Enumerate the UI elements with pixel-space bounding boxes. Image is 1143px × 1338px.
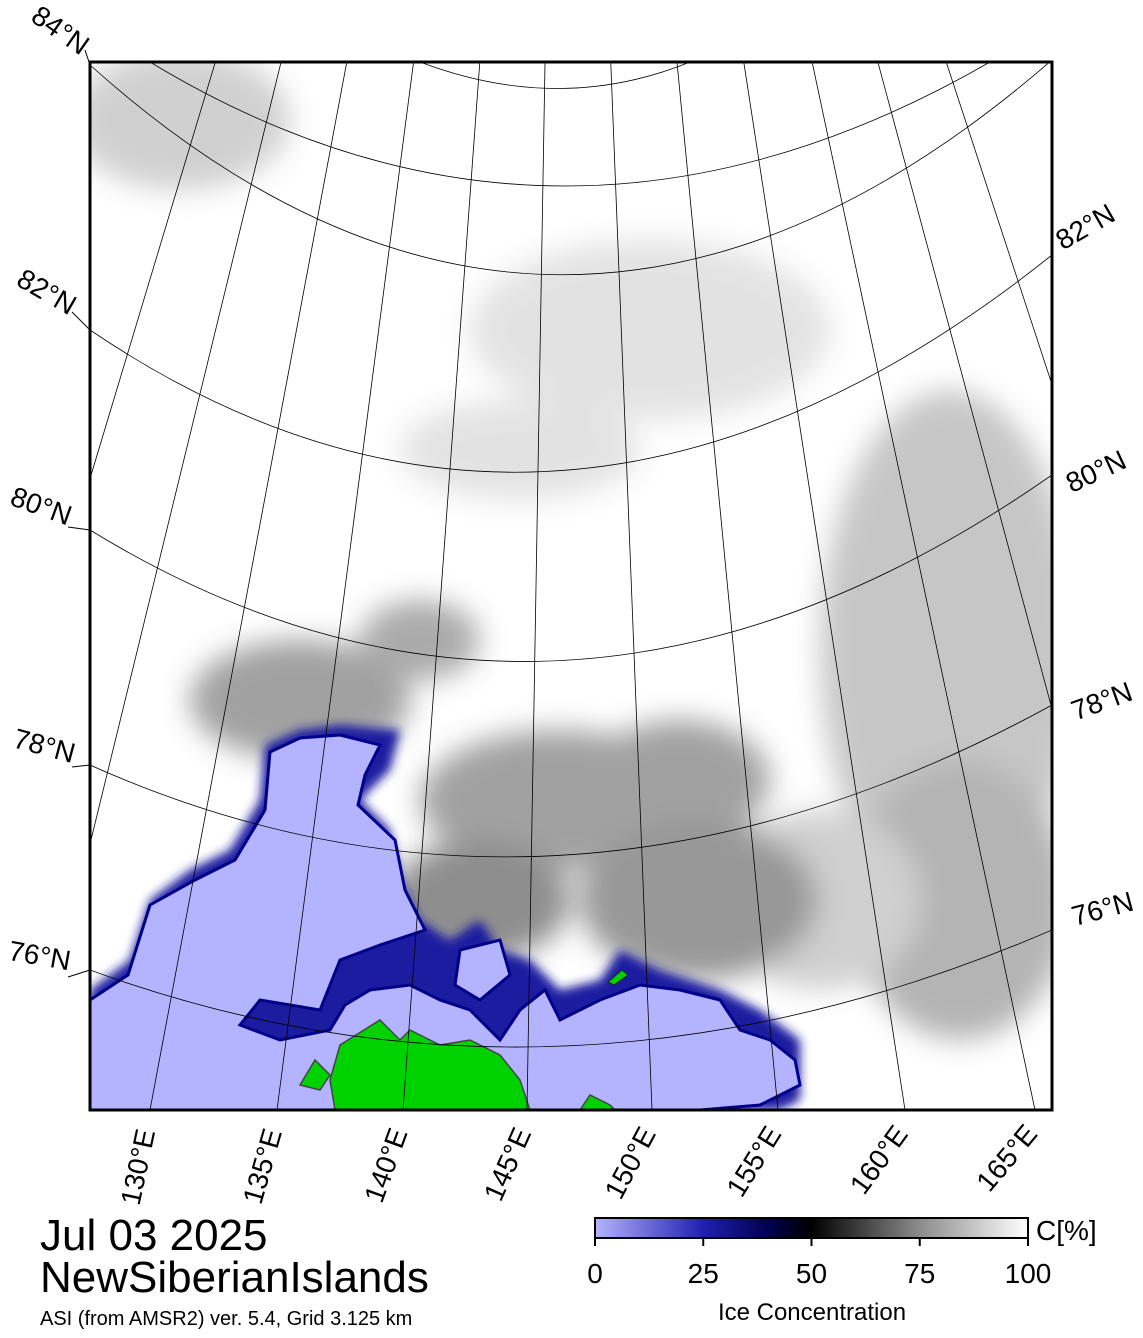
latitude-tick: [67, 969, 91, 978]
colorbar-tick-label: 0: [587, 1258, 603, 1289]
open-water: [90, 733, 802, 1110]
longitude-label: 140°E: [358, 1124, 413, 1207]
land: [579, 1094, 617, 1110]
latitude-label: 80°N: [1061, 444, 1131, 499]
colorbar-label: Ice Concentration: [718, 1299, 906, 1326]
date: Jul 03 2025: [40, 1211, 268, 1260]
latitude-label: 78°N: [10, 723, 78, 769]
latitude-tick: [67, 526, 91, 531]
meridian: [90, 62, 282, 846]
parallel: [90, 474, 1052, 662]
latitude-tick: [84, 49, 91, 66]
ice-texture: [90, 62, 1052, 1040]
meridian: [743, 62, 906, 1110]
longitude-label: 160°E: [844, 1120, 914, 1200]
meridian: [526, 62, 546, 1110]
parallel: [90, 62, 1051, 276]
land: [607, 969, 629, 986]
latitude-label: 78°N: [1067, 676, 1136, 727]
colorbar-tick-label: 100: [1005, 1258, 1052, 1289]
latitude-label: 76°N: [1068, 886, 1136, 932]
longitude-label: 130°E: [115, 1126, 161, 1207]
meridian: [402, 62, 481, 1110]
latitude-tick: [71, 311, 91, 331]
colorbar: [594, 1217, 1029, 1239]
latitude-label: 80°N: [7, 481, 76, 532]
open-water: [453, 938, 512, 1002]
longitude-label: 150°E: [598, 1122, 661, 1204]
parallel: [90, 254, 1052, 473]
parallel: [419, 62, 691, 89]
graticule: [90, 62, 1052, 1110]
latitude-label: 82°N: [1050, 198, 1120, 256]
latitude-label: 84°N: [26, 0, 95, 61]
meridian: [676, 62, 779, 1110]
latitude-tick: [71, 764, 91, 768]
parallel: [90, 704, 1052, 858]
latitude-label: 82°N: [12, 263, 82, 321]
source: ASI (from AMSR2) ver. 5.4, Grid 3.125 km: [40, 1308, 412, 1330]
longitude-label: 155°E: [720, 1121, 787, 1202]
colorbar-unit: C[%]: [1036, 1215, 1097, 1246]
meridian: [149, 62, 348, 1110]
meridian: [276, 62, 414, 1110]
colorbar-tick-label: 75: [904, 1258, 935, 1289]
colorbar-tick-label: 25: [688, 1258, 719, 1289]
map-area: [90, 62, 1052, 1110]
land: [329, 1019, 531, 1110]
parallel: [149, 62, 991, 187]
longitude-label: 135°E: [237, 1125, 288, 1207]
parallel: [90, 929, 1052, 1048]
colorbar-tick-label: 50: [796, 1258, 827, 1289]
meridian: [610, 62, 653, 1110]
longitude-label: 165°E: [970, 1119, 1043, 1198]
longitude-label: 145°E: [478, 1123, 537, 1206]
meridian: [811, 62, 1036, 1110]
latitude-label: 76°N: [6, 935, 73, 976]
land: [298, 1058, 331, 1091]
map-frame: [88, 60, 1054, 1112]
region: NewSiberianIslands: [40, 1253, 429, 1302]
